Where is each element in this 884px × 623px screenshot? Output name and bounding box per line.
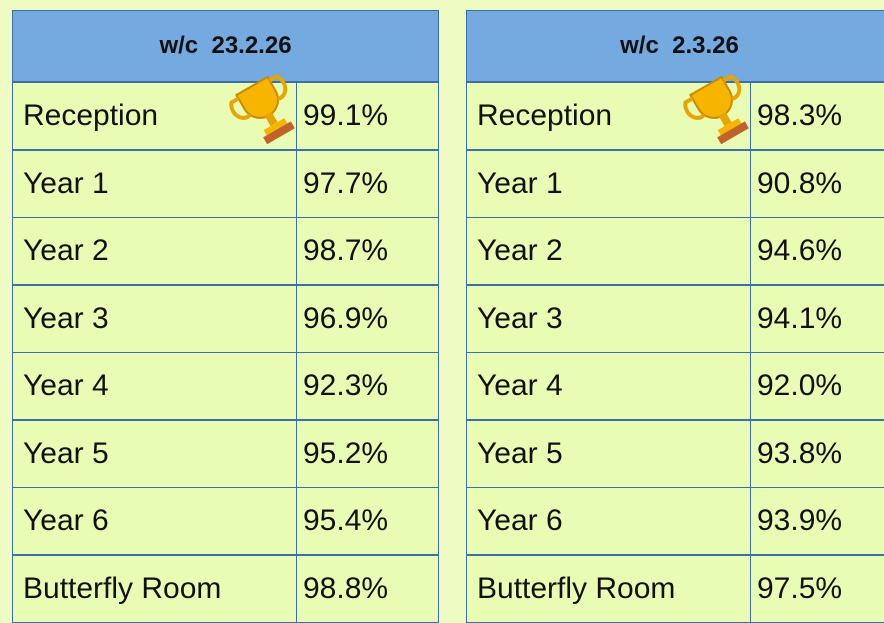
row-value: 92.0%	[750, 352, 884, 420]
table-header: w/c 23.2.26	[12, 10, 439, 82]
row-label: Year 1	[12, 149, 297, 218]
row-value: 99.1%	[296, 82, 439, 150]
row-value: 97.7%	[296, 149, 439, 218]
row-label: Year 4	[12, 352, 297, 420]
row-label: Year 6	[12, 487, 297, 555]
row-value: 94.6%	[750, 217, 884, 285]
row-label: Butterfly Room	[12, 554, 297, 623]
row-value: 95.2%	[296, 419, 439, 488]
row-value: 93.9%	[750, 487, 884, 555]
row-value: 98.3%	[750, 82, 884, 150]
row-value: 95.4%	[296, 487, 439, 555]
row-value: 97.5%	[750, 554, 884, 623]
trophy-icon	[227, 72, 307, 157]
row-value: 93.8%	[750, 419, 884, 488]
row-label: Year 2	[12, 217, 297, 285]
row-label: Year 3	[466, 284, 751, 353]
row-value: 98.8%	[296, 554, 439, 623]
table-header: w/c 2.3.26	[466, 10, 884, 82]
row-label: Year 5	[466, 419, 751, 488]
row-label: Year 4	[466, 352, 751, 420]
row-label: Year 1	[466, 149, 751, 218]
row-label: Year 5	[12, 419, 297, 488]
row-label: Year 3	[12, 284, 297, 353]
row-value: 90.8%	[750, 149, 884, 218]
row-value: 98.7%	[296, 217, 439, 285]
row-label: Year 2	[466, 217, 751, 285]
row-label: Year 6	[466, 487, 751, 555]
trophy-icon	[681, 72, 761, 157]
row-value: 96.9%	[296, 284, 439, 353]
row-label: Butterfly Room	[466, 554, 751, 623]
row-value: 92.3%	[296, 352, 439, 420]
row-value: 94.1%	[750, 284, 884, 353]
